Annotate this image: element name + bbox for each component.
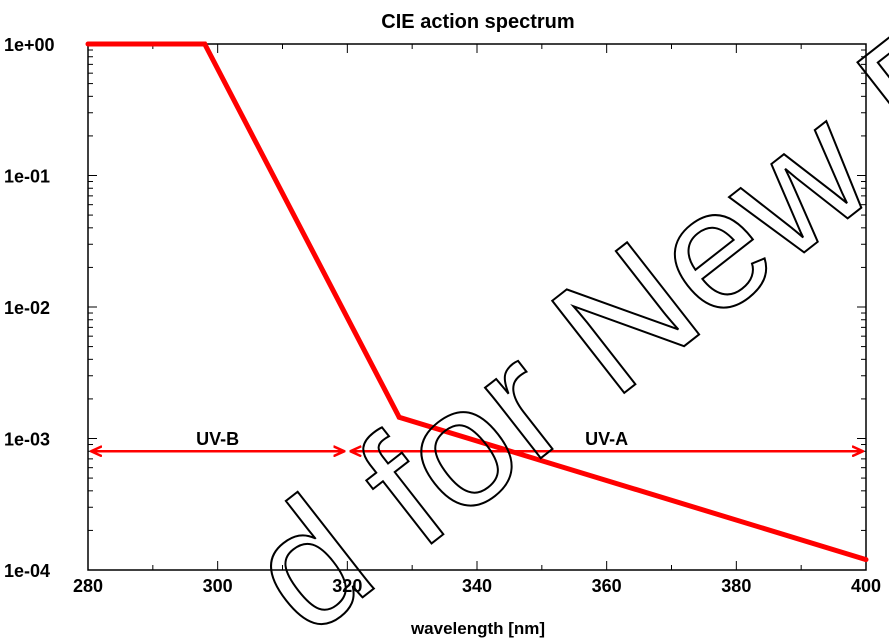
- x-tick-label: 360: [592, 576, 622, 596]
- x-tick-label: 380: [721, 576, 751, 596]
- x-axis-label: wavelength [nm]: [410, 619, 545, 638]
- x-tick-label: 300: [203, 576, 233, 596]
- y-tick-label: 1e+00: [4, 35, 55, 55]
- series-point: [202, 41, 208, 47]
- series-line: [88, 41, 867, 562]
- x-tick-label: 400: [851, 576, 881, 596]
- x-tick-label: 340: [462, 576, 492, 596]
- y-tick-label: 1e-04: [4, 561, 50, 581]
- region-label: UV-A: [585, 429, 628, 449]
- series-point: [85, 41, 91, 47]
- plot-area: 280 300 320 340 360 380 400 1e+00 1e-01 1e-02 1e-0…: [4, 35, 881, 596]
- x-tick-label: 320: [332, 576, 362, 596]
- y-tick-label: 1e-01: [4, 167, 50, 187]
- y-tick-label: 1e-03: [4, 430, 50, 450]
- series-point: [863, 557, 869, 563]
- watermark-text: d for New D: [214, 0, 889, 640]
- x-tick-label: 280: [73, 576, 103, 596]
- chart-title: CIE action spectrum: [381, 11, 574, 33]
- region-label: UV-B: [196, 429, 239, 449]
- y-tick-label: 1e-02: [4, 298, 50, 318]
- series-point: [396, 414, 402, 420]
